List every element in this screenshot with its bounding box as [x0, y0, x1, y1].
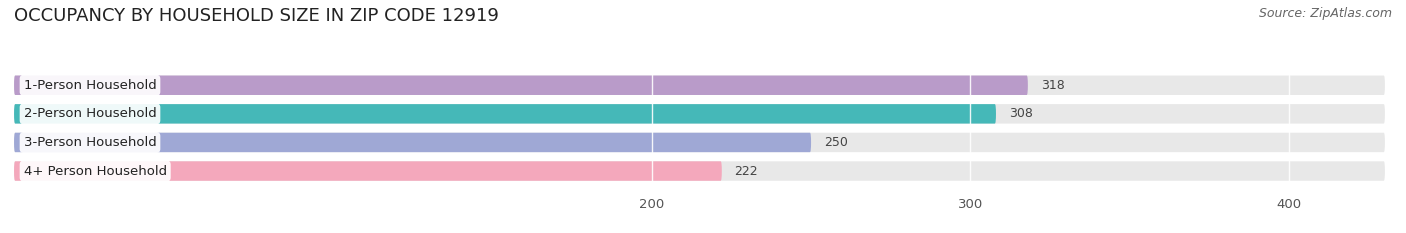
Text: 318: 318: [1040, 79, 1064, 92]
FancyBboxPatch shape: [14, 75, 1385, 95]
Text: 4+ Person Household: 4+ Person Household: [24, 164, 167, 178]
FancyBboxPatch shape: [14, 104, 995, 123]
FancyBboxPatch shape: [14, 161, 1385, 181]
Text: 3-Person Household: 3-Person Household: [24, 136, 156, 149]
Text: OCCUPANCY BY HOUSEHOLD SIZE IN ZIP CODE 12919: OCCUPANCY BY HOUSEHOLD SIZE IN ZIP CODE …: [14, 7, 499, 25]
FancyBboxPatch shape: [14, 161, 721, 181]
Text: 222: 222: [734, 164, 758, 178]
Text: 308: 308: [1008, 107, 1032, 120]
FancyBboxPatch shape: [14, 104, 1385, 123]
Text: 1-Person Household: 1-Person Household: [24, 79, 156, 92]
FancyBboxPatch shape: [14, 75, 1028, 95]
FancyBboxPatch shape: [14, 133, 811, 152]
FancyBboxPatch shape: [14, 133, 1385, 152]
Text: 2-Person Household: 2-Person Household: [24, 107, 156, 120]
Text: 250: 250: [824, 136, 848, 149]
Text: Source: ZipAtlas.com: Source: ZipAtlas.com: [1258, 7, 1392, 20]
